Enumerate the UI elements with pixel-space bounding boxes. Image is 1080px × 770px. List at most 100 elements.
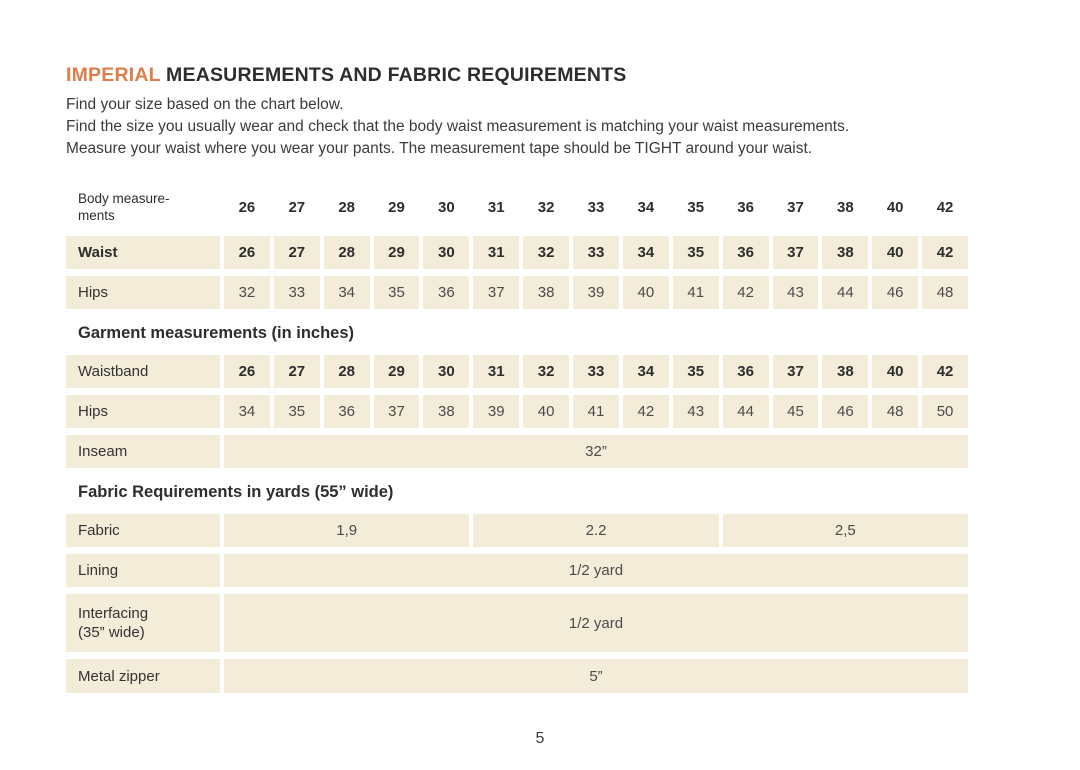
value-cell: 41 — [672, 276, 719, 309]
value-cell: 50 — [922, 395, 968, 428]
value-cell: 37 — [373, 395, 420, 428]
value-cell: 34 — [224, 395, 270, 428]
page-content: IMPERIAL MEASUREMENTS AND FABRIC REQUIRE… — [66, 64, 968, 700]
value-cell: 27 — [273, 236, 320, 269]
value-cell: 40 — [523, 395, 570, 428]
value-cell: 38 — [423, 395, 470, 428]
header-label-line2: ments — [78, 208, 115, 223]
intro-line-1: Find your size based on the chart below. — [66, 96, 344, 113]
value-cell: 34 — [622, 236, 669, 269]
value-cell: 2,5 — [722, 514, 968, 547]
value-cell: 35 — [687, 198, 705, 216]
interfacing-label: Interfacing (35” wide) — [66, 594, 220, 652]
metal-zipper-value: 5” — [224, 659, 968, 693]
value-cell: 29 — [388, 198, 405, 216]
value-cell: 44 — [722, 395, 769, 428]
value-cell: 30 — [423, 236, 470, 269]
value-cell: 43 — [672, 395, 719, 428]
value-cell: 39 — [573, 276, 619, 309]
body-hips-label: Hips — [66, 276, 220, 309]
garment-section-title: Garment measurements (in inches) — [78, 324, 355, 342]
value-cell: 33 — [573, 236, 619, 269]
value-cell: 32 — [523, 355, 570, 388]
value-cell: 26 — [238, 198, 256, 216]
value-cell: 41 — [573, 395, 619, 428]
value-cell: 48 — [922, 276, 968, 309]
value-cell: 26 — [224, 355, 270, 388]
interfacing-value: 1/2 yard — [224, 594, 968, 652]
lining-row: Lining 1/2 yard — [66, 554, 968, 587]
value-cell: 40 — [872, 236, 919, 269]
size-header-row: Body measure- ments 26 27 28 29 30 31 32 33 34 35… — [66, 184, 968, 230]
value-cell: 30 — [438, 198, 455, 216]
value-cell: 36 — [722, 355, 769, 388]
value-cell: 40 — [622, 276, 669, 309]
interfacing-label-line2: (35” wide) — [78, 624, 145, 641]
value-cell: 1,9 — [224, 514, 470, 547]
value-cell: 38 — [822, 236, 869, 269]
value-cell: 38 — [836, 198, 854, 216]
value-cell: 27 — [288, 198, 306, 216]
garment-inseam-row: Inseam 32” — [66, 435, 968, 468]
value-cell: 34 — [622, 355, 669, 388]
title-highlight: IMPERIAL — [66, 64, 161, 86]
value-cell: 27 — [273, 355, 320, 388]
garment-waistband-label: Waistband — [66, 355, 220, 388]
lining-value: 1/2 yard — [224, 554, 968, 587]
value-cell: 33 — [573, 355, 619, 388]
value-cell: 37 — [787, 198, 804, 216]
value-cell: 35 — [373, 276, 420, 309]
garment-hips-label: Hips — [66, 395, 220, 428]
value-cell: 34 — [637, 198, 655, 216]
value-cell: 33 — [587, 198, 605, 216]
value-cell: 42 — [922, 355, 968, 388]
fabric-row: Fabric 1,9 2.2 2,5 — [66, 514, 968, 547]
value-cell: 48 — [872, 395, 919, 428]
value-cell: 36 — [737, 198, 754, 216]
value-cell: 46 — [872, 276, 919, 309]
value-cell: 40 — [872, 355, 919, 388]
body-measurements-header-label: Body measure- ments — [66, 184, 220, 230]
page-title: IMPERIAL MEASUREMENTS AND FABRIC REQUIRE… — [66, 64, 968, 87]
value-cell: 30 — [423, 355, 470, 388]
fabric-label: Fabric — [66, 514, 220, 547]
garment-waistband-row: Waistband 26 27 28 29 30 31 32 33 34 35 36 37 38 40 42 — [66, 355, 968, 388]
value-cell: 42 — [722, 276, 769, 309]
value-cell: 28 — [338, 198, 355, 216]
interfacing-label-line1: Interfacing — [78, 605, 149, 622]
value-cell: 36 — [423, 276, 470, 309]
value-cell: 35 — [672, 236, 719, 269]
value-cell: 45 — [772, 395, 819, 428]
value-cell: 37 — [473, 276, 520, 309]
intro-text: Find your size based on the chart below.… — [66, 94, 968, 160]
value-cell: 39 — [473, 395, 520, 428]
value-cell: 29 — [373, 236, 420, 269]
fabric-section-title: Fabric Requirements in yards (55” wide) — [78, 483, 394, 501]
value-cell: 35 — [672, 355, 719, 388]
intro-line-2: Find the size you usually wear and check… — [66, 118, 850, 135]
intro-line-3: Measure your waist where you wear your p… — [66, 140, 813, 157]
value-cell: 46 — [822, 395, 869, 428]
garment-inseam-value: 32” — [224, 435, 968, 468]
value-cell: 26 — [224, 236, 270, 269]
value-cell: 42 — [936, 198, 954, 216]
title-rest: MEASUREMENTS AND FABRIC REQUIREMENTS — [166, 64, 627, 86]
header-label-line1: Body measure- — [78, 191, 170, 206]
body-hips-row: Hips 32 33 34 35 36 37 38 39 40 41 42 43 44 46 48 — [66, 276, 968, 309]
lining-label: Lining — [66, 554, 220, 587]
body-waist-row: Waist 26 27 28 29 30 31 32 33 34 35 36 37 38 40 42 — [66, 236, 968, 269]
value-cell: 31 — [473, 355, 520, 388]
value-cell: 32 — [537, 198, 555, 216]
garment-hips-row: Hips 34 35 36 37 38 39 40 41 42 43 44 45 46 48 50 — [66, 395, 968, 428]
value-cell: 43 — [772, 276, 819, 309]
value-cell: 40 — [886, 198, 904, 216]
metal-zipper-label: Metal zipper — [66, 659, 220, 693]
value-cell: 29 — [373, 355, 420, 388]
value-cell: 42 — [922, 236, 968, 269]
page-number: 5 — [535, 730, 545, 747]
value-cell: 36 — [722, 236, 769, 269]
value-cell: 31 — [487, 198, 505, 216]
value-cell: 38 — [822, 355, 869, 388]
value-cell: 31 — [473, 236, 520, 269]
value-cell: 37 — [772, 355, 819, 388]
